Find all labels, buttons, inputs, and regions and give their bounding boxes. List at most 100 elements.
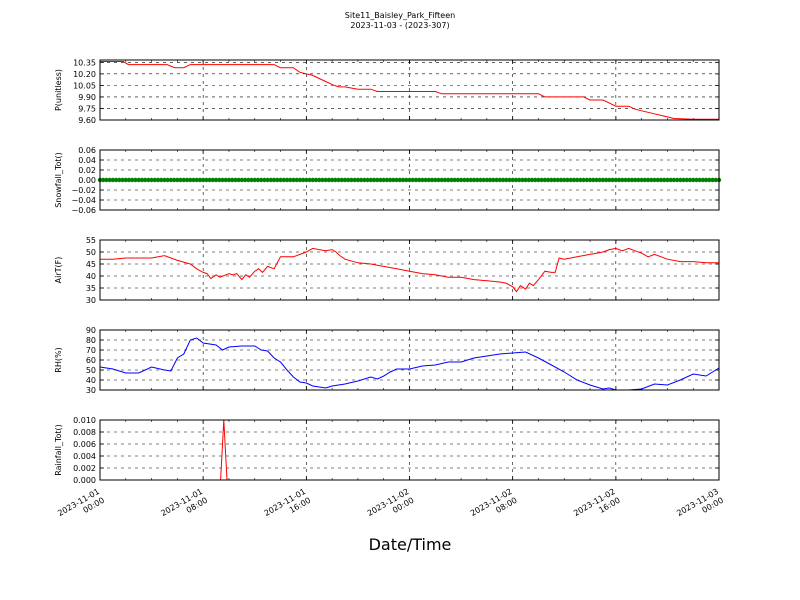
x-tick-label: 2023-11-0200:00 bbox=[366, 487, 416, 527]
data-point bbox=[133, 177, 138, 183]
data-point bbox=[326, 177, 332, 183]
data-point bbox=[223, 177, 228, 183]
panel-2: −0.06−0.04−0.020.000.020.040.06 Snowfall_… bbox=[54, 146, 722, 215]
data-point bbox=[246, 177, 251, 183]
series-line bbox=[100, 247, 719, 293]
data-point bbox=[674, 177, 680, 183]
data-point bbox=[665, 177, 670, 183]
data-point bbox=[262, 177, 267, 183]
data-point bbox=[197, 177, 203, 183]
data-point bbox=[468, 177, 473, 183]
data-point bbox=[703, 177, 709, 183]
data-point bbox=[420, 177, 425, 183]
data-point bbox=[171, 177, 177, 183]
data-point bbox=[462, 177, 467, 183]
data-point bbox=[317, 177, 322, 183]
y-tick-label: 9.75 bbox=[78, 104, 96, 113]
data-point bbox=[671, 177, 677, 183]
data-point bbox=[452, 177, 457, 183]
data-point bbox=[607, 177, 612, 183]
y-tick-label: 0.04 bbox=[78, 156, 96, 165]
data-point bbox=[268, 177, 274, 183]
data-point bbox=[529, 177, 535, 183]
data-point bbox=[594, 177, 599, 183]
panel-frame bbox=[99, 239, 720, 301]
data-point bbox=[352, 177, 357, 183]
data-point bbox=[130, 177, 135, 183]
data-point bbox=[362, 177, 367, 183]
data-point bbox=[194, 177, 199, 183]
data-point bbox=[304, 177, 309, 183]
data-point bbox=[471, 177, 477, 183]
data-point bbox=[355, 177, 361, 183]
data-point bbox=[413, 177, 419, 183]
y-tick-label: 50 bbox=[86, 248, 96, 257]
data-point bbox=[429, 177, 435, 183]
data-point bbox=[349, 177, 354, 183]
data-point bbox=[616, 177, 622, 183]
data-point bbox=[655, 177, 660, 183]
y-tick-label: −0.02 bbox=[71, 186, 96, 195]
data-point bbox=[416, 177, 422, 183]
y-tick-label: 60 bbox=[86, 356, 96, 365]
y-tick-label: 30 bbox=[86, 296, 96, 305]
data-point bbox=[387, 177, 393, 183]
data-point bbox=[220, 177, 225, 183]
y-axis-label: AirT(F) bbox=[54, 257, 63, 284]
data-point bbox=[591, 177, 596, 183]
x-tick-label: 2023-11-0300:00 bbox=[675, 487, 725, 527]
data-point bbox=[136, 177, 141, 183]
data-point bbox=[426, 177, 432, 183]
panel-frame bbox=[99, 419, 720, 481]
data-point bbox=[339, 177, 344, 183]
data-point bbox=[152, 177, 158, 183]
data-point bbox=[210, 177, 216, 183]
y-tick-label: 35 bbox=[86, 284, 96, 293]
data-point bbox=[368, 177, 374, 183]
data-point bbox=[217, 177, 222, 183]
data-point bbox=[310, 177, 315, 183]
data-point bbox=[365, 177, 370, 183]
data-point bbox=[500, 177, 506, 183]
y-tick-label: 90 bbox=[86, 326, 96, 335]
data-point bbox=[142, 177, 148, 183]
data-point bbox=[465, 177, 470, 183]
data-point bbox=[678, 177, 683, 183]
data-point bbox=[294, 177, 299, 183]
data-point bbox=[584, 177, 590, 183]
data-point bbox=[610, 177, 615, 183]
data-point bbox=[159, 177, 164, 183]
data-point bbox=[481, 177, 486, 183]
data-point bbox=[297, 177, 303, 183]
chart-title: Site11_Baisley_Park_Fifteen bbox=[345, 11, 455, 20]
data-point bbox=[697, 177, 702, 183]
data-point bbox=[168, 177, 174, 183]
data-point bbox=[384, 177, 390, 183]
data-point bbox=[687, 177, 693, 183]
data-point bbox=[291, 177, 296, 183]
data-point bbox=[375, 177, 380, 183]
x-tick-label: 2023-11-0108:00 bbox=[159, 487, 209, 527]
data-point bbox=[249, 177, 254, 183]
data-point bbox=[229, 177, 235, 183]
y-axis-label: RH(%) bbox=[54, 347, 63, 372]
data-point bbox=[236, 177, 241, 183]
data-point bbox=[487, 177, 493, 183]
data-point bbox=[117, 177, 122, 183]
y-tick-label: 9.90 bbox=[78, 93, 96, 102]
y-tick-label: 50 bbox=[86, 366, 96, 375]
data-point bbox=[275, 177, 280, 183]
data-point bbox=[313, 177, 319, 183]
y-tick-label: 10.05 bbox=[73, 81, 96, 90]
data-point bbox=[504, 177, 509, 183]
data-point bbox=[536, 177, 541, 183]
data-point bbox=[449, 177, 454, 183]
panel-frame bbox=[99, 329, 720, 391]
data-point bbox=[475, 177, 480, 183]
data-point bbox=[568, 177, 573, 183]
y-tick-label: 0.02 bbox=[78, 166, 96, 175]
data-point bbox=[691, 177, 696, 183]
x-axis-label: Date/Time bbox=[369, 535, 452, 554]
data-point bbox=[394, 177, 399, 183]
data-point bbox=[439, 177, 444, 183]
